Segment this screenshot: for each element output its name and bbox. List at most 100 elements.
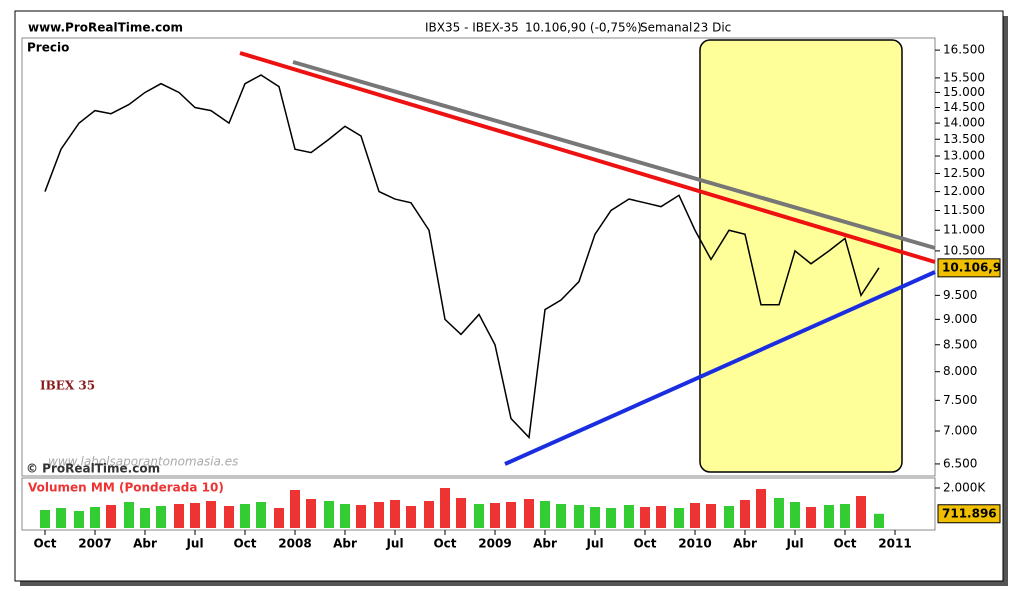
y-tick-label: 15.500 — [943, 70, 985, 84]
volume-bar — [140, 508, 150, 528]
volume-bar — [90, 507, 100, 528]
y-tick-label: 9.000 — [943, 312, 977, 326]
volume-bar — [624, 505, 634, 528]
volume-bar — [606, 508, 616, 528]
volume-bar — [724, 506, 734, 528]
index-label: IBEX 35 — [40, 379, 95, 393]
volume-bar — [706, 504, 716, 528]
y-tick-label: 8.500 — [943, 337, 977, 351]
quote: 10.106,90 (-0,75%) — [525, 21, 642, 35]
y-tick-label: 10.500 — [943, 243, 985, 257]
volume-bar — [806, 507, 816, 528]
current-value-box — [937, 258, 1001, 278]
volume-bar — [840, 504, 850, 528]
volume-bar — [874, 513, 884, 528]
volume-bar — [824, 505, 834, 528]
symbol: IBX35 - IBEX-35 — [425, 21, 519, 35]
x-tick-label: 2007 — [78, 537, 111, 551]
y-tick-label: 12.000 — [943, 184, 985, 198]
volume-bar — [274, 508, 284, 528]
volume-bar — [324, 501, 334, 528]
y-tick-label: 2.000K — [943, 481, 986, 495]
x-tick-label: Oct — [433, 537, 456, 551]
y-tick-label: 7.000 — [943, 424, 977, 438]
volume-bar — [190, 503, 200, 528]
plot: 6.500 7.000 7.500 8.000 8.500 9.000 9.500 10.50… — [33, 43, 1001, 551]
volume-bar — [56, 508, 66, 528]
y-tick-label: 14.500 — [943, 100, 985, 114]
volume-bar — [206, 501, 216, 528]
y-tick-label: 11.000 — [943, 223, 985, 237]
volume-bar — [524, 499, 534, 528]
date: 23 Dic — [693, 21, 731, 35]
volume-bar — [774, 498, 784, 528]
x-tick-label: Jul — [785, 537, 803, 551]
y-tick-label: 6.500 — [943, 456, 977, 470]
volume-bar — [506, 502, 516, 528]
volume-bar — [156, 506, 166, 528]
x-tick-label: 2008 — [278, 537, 311, 551]
volume-bar — [374, 502, 384, 528]
volume-bar — [574, 505, 584, 528]
volume-bar — [340, 504, 350, 528]
volume-bar — [406, 506, 416, 528]
x-tick-label: Abr — [133, 537, 157, 551]
y-tick-label: 8.000 — [943, 364, 977, 378]
volume-bar — [224, 506, 234, 528]
x-tick-label: Jul — [385, 537, 403, 551]
trendline-blue — [504, 270, 936, 466]
volume-bar — [674, 508, 684, 528]
volume-bar — [290, 490, 300, 528]
site: www.ProRealTime.com — [28, 21, 183, 35]
volume-bar — [356, 505, 366, 528]
x-tick-label: Oct — [833, 537, 856, 551]
volume-bar — [390, 500, 400, 528]
x-tick-label: Abr — [333, 537, 357, 551]
trendline-gray — [292, 60, 936, 250]
y-tick-label: 15.000 — [943, 85, 985, 99]
volume-bar — [124, 502, 134, 528]
price-line — [44, 74, 880, 440]
volume-bar — [740, 500, 750, 528]
current-value-box — [937, 504, 1001, 524]
volume-bar — [590, 507, 600, 528]
volume-bar — [656, 506, 666, 528]
y-tick-label: 9.500 — [943, 288, 977, 302]
y-tick-label: 14.000 — [943, 116, 985, 130]
current-value-label: 711.896 — [942, 506, 997, 520]
y-tick-label: 13.000 — [943, 149, 985, 163]
copyright: © ProRealTime.com — [26, 462, 160, 476]
x-tick-label: Abr — [733, 537, 757, 551]
volume-bar — [256, 502, 266, 528]
x-tick-label: 2011 — [878, 537, 911, 551]
volume-bar — [74, 511, 84, 528]
volume-bar — [556, 504, 566, 528]
y-tick-label: 13.500 — [943, 132, 985, 146]
x-tick-label: Oct — [633, 537, 656, 551]
volume-title: Volumen MM (Ponderada 10) — [28, 481, 224, 495]
y-tick-label: 7.500 — [943, 393, 977, 407]
volume-bar — [424, 501, 434, 528]
x-tick-label: 2010 — [678, 537, 711, 551]
volume-bar — [640, 507, 650, 528]
volume-bar — [306, 499, 316, 528]
y-tick-label: 12.500 — [943, 166, 985, 180]
x-tick-label: Jul — [185, 537, 203, 551]
volume-bar — [756, 489, 766, 528]
panel-title: Precio — [27, 41, 69, 55]
x-tick-label: Jul — [585, 537, 603, 551]
volume-bar — [40, 510, 50, 528]
x-tick-label: Oct — [233, 537, 256, 551]
volume-bar — [174, 504, 184, 528]
volume-bar — [240, 504, 250, 528]
volume-bar — [790, 502, 800, 528]
y-tick-label: 11.500 — [943, 203, 985, 217]
volume-bar — [856, 496, 866, 528]
volume-bar — [456, 498, 466, 528]
volume-bar — [690, 503, 700, 528]
volume-bar — [106, 505, 116, 528]
volume-bar — [490, 503, 500, 528]
x-tick-label: Oct — [33, 537, 56, 551]
